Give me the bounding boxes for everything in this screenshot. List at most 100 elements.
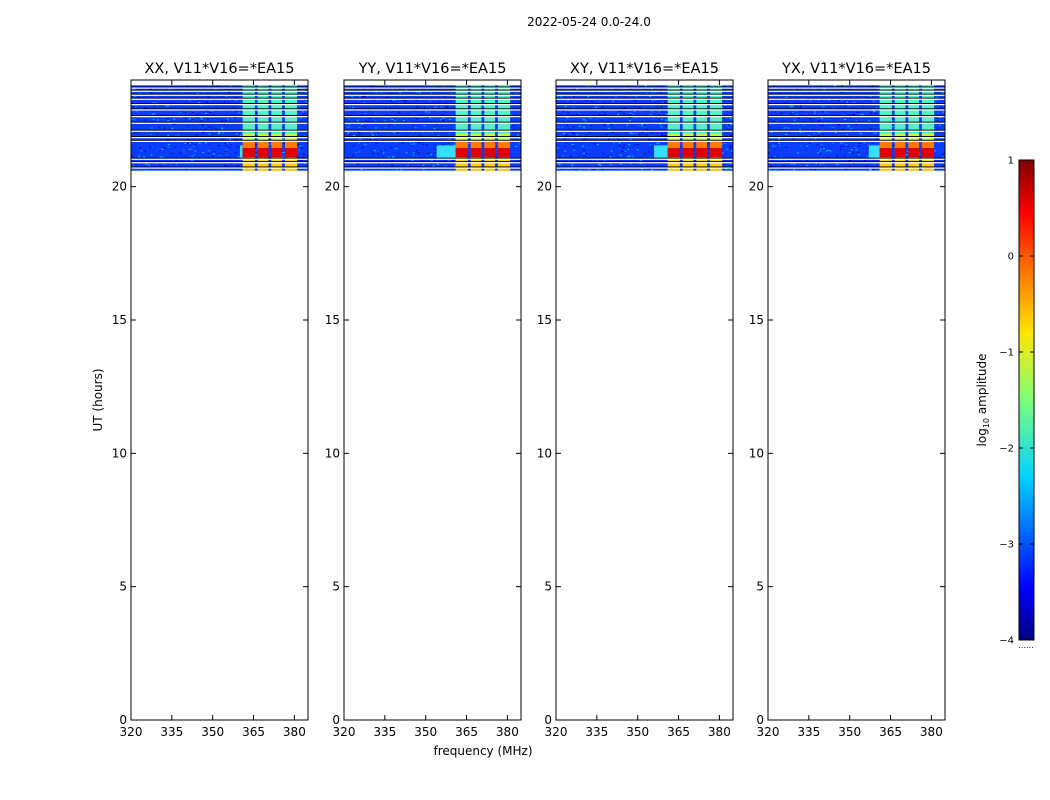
band-2-high [257,140,269,148]
colorbar-tick-label: −1 [999,348,1014,359]
y-tick-label: 0 [756,713,764,727]
band-1-peak [455,148,468,158]
band-4-high [709,140,723,148]
band-4-high [284,140,298,148]
axes-frame [130,79,309,721]
y-tick-label: 15 [537,313,552,327]
time-gaps [131,86,308,169]
y-tick-label: 10 [749,446,764,460]
colorbar-tick-label: −3 [999,540,1014,551]
y-tick-label: 10 [325,446,340,460]
y-tick-label: 10 [112,446,127,460]
band-4-high [497,140,511,148]
y-tick-label: 15 [112,313,127,327]
band-1-high [455,140,468,148]
band-3-base [271,157,283,171]
x-axis-label: frequency (MHz) [433,744,532,758]
y-tick-label: 5 [756,580,764,594]
band-3-high [484,140,496,148]
y-tick-label: 15 [749,313,764,327]
panel-3: XY, V11*V16=*EA15 320 335 350 365 380 0 5 10 15 20 [537,61,734,739]
x-tick-label: 350 [838,725,861,739]
y-axis-label: UT (hours) [91,368,105,431]
panel-title: XX, V11*V16=*EA15 [144,61,294,77]
colorbar-dots: ...... [1018,641,1033,650]
band-1-high [879,140,892,148]
x-tick-label: 365 [242,725,265,739]
y-tick-label: 20 [325,180,340,194]
panel-title: XY, V11*V16=*EA15 [570,61,719,77]
axes-frame [767,79,946,721]
colorbar-tick-label: 0 [1008,252,1014,263]
heatmap-strip [868,145,880,159]
band-3-high [271,140,283,148]
band-2-base [470,157,482,171]
figure-suptitle: 2022-05-24 0.0-24.0 [527,15,651,29]
x-tick-label: 350 [414,725,437,739]
x-tick-label: 335 [373,725,396,739]
band-3-peak [484,148,496,158]
axes-frame [555,79,734,721]
y-tick-label: 0 [119,713,127,727]
band-1-high [242,140,255,148]
colorbar-tick-label: −2 [999,444,1014,455]
x-tick-label: 350 [201,725,224,739]
y-tick-label: 15 [325,313,340,327]
colorbar-tick-label: −4 [999,636,1014,647]
x-tick-label: 335 [585,725,608,739]
band-3-peak [908,148,920,158]
y-tick-label: 20 [112,180,127,194]
y-tick-label: 0 [544,713,552,727]
band-2-base [894,157,906,171]
band-1-peak [879,148,892,158]
band-4-high [921,140,935,148]
band-3-peak [271,148,283,158]
panel-title: YY, V11*V16=*EA15 [358,61,507,77]
x-tick-label: 320 [757,725,780,739]
band-2-peak [470,148,482,158]
x-tick-label: 380 [920,725,943,739]
band-4-peak [709,148,723,158]
colorbar-tick-label: 1 [1008,156,1014,167]
band-2-peak [894,148,906,158]
band-2-high [682,140,694,148]
y-tick-label: 5 [119,580,127,594]
x-tick-label: 320 [333,725,356,739]
x-tick-label: 320 [120,725,143,739]
panel-title: YX, V11*V16=*EA15 [781,61,931,77]
band-2-base [682,157,694,171]
x-tick-label: 335 [160,725,183,739]
x-tick-label: 380 [496,725,519,739]
x-tick-label: 350 [626,725,649,739]
y-tick-label: 20 [749,180,764,194]
band-2-peak [257,148,269,158]
band-3-high [908,140,920,148]
band-2-base [257,157,269,171]
band-3-base [696,157,708,171]
heatmap-strip [239,145,243,159]
colorbar-ticks: 1 0 −1 −2 −3 −4 [999,156,1034,647]
band-2-high [470,140,482,148]
panel-4: YX, V11*V16=*EA15 320 335 350 365 380 0 5 10 15 20 [749,61,946,739]
band-4-peak [497,148,511,158]
panels-group: XX, V11*V16=*EA15 320 335 350 365 380 0 5 10 15 20… [112,61,946,739]
band-3-peak [696,148,708,158]
y-tick-label: 5 [544,580,552,594]
band-4-peak [284,148,298,158]
x-tick-label: 365 [667,725,690,739]
band-1-peak [667,148,680,158]
colorbar-gradient [1018,159,1035,641]
band-3-base [484,157,496,171]
x-tick-label: 380 [708,725,731,739]
y-tick-label: 0 [332,713,340,727]
y-tick-label: 20 [537,180,552,194]
time-gaps [556,86,733,169]
y-tick-label: 10 [537,446,552,460]
band-3-high [696,140,708,148]
band-1-high [667,140,680,148]
x-tick-label: 380 [283,725,306,739]
panel-1: XX, V11*V16=*EA15 320 335 350 365 380 0 5 10 15 20 [112,61,309,739]
heatmap-strip [654,145,668,159]
band-2-peak [682,148,694,158]
